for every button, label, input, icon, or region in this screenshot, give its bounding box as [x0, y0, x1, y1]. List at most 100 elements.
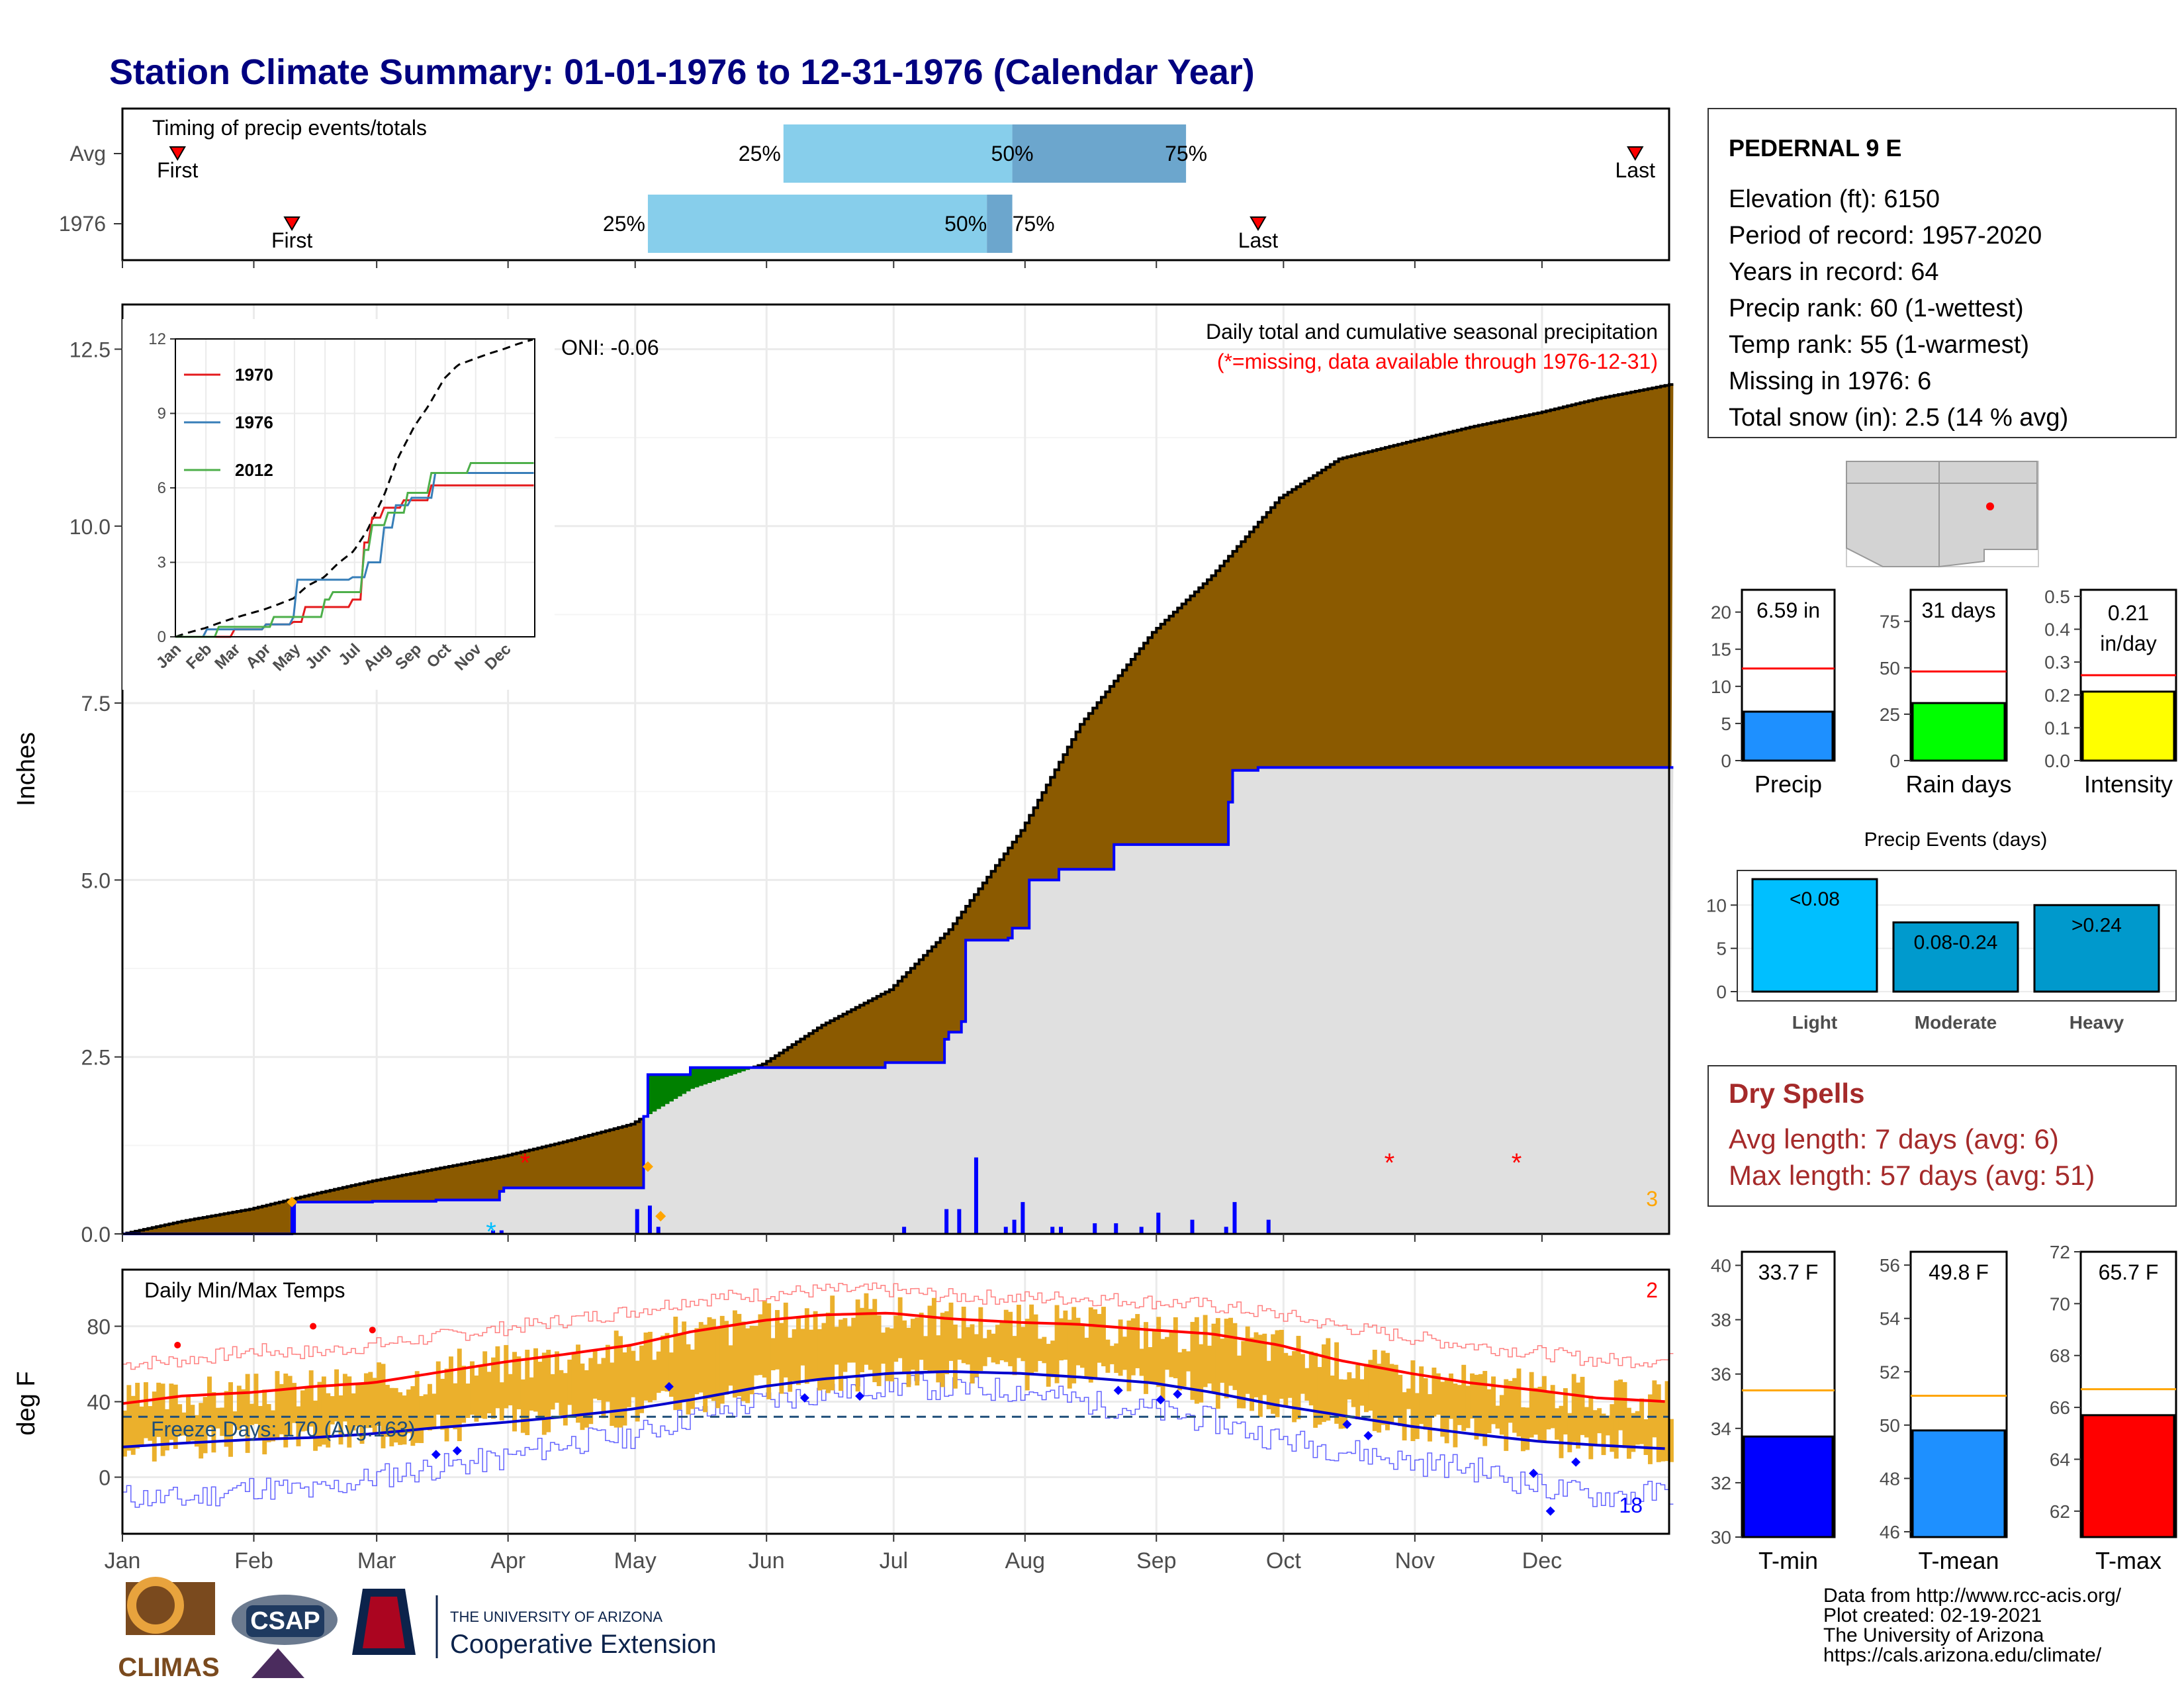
daily-temp-bar	[571, 1354, 576, 1418]
daily-temp-bar	[393, 1387, 398, 1443]
record-low-marker	[1529, 1468, 1539, 1478]
dry-spells-max: Max length: 57 days (avg: 51)	[1729, 1160, 2095, 1191]
daily-temp-bar	[1250, 1337, 1255, 1411]
ua-line2: Cooperative Extension	[450, 1630, 716, 1659]
events-y-tick-label: 5	[1716, 939, 1727, 959]
daily-temp-bar	[876, 1315, 882, 1386]
daily-temp-bar	[257, 1405, 263, 1440]
daily-temp-bar	[1296, 1336, 1301, 1420]
map-new-mexico	[1938, 461, 2038, 568]
daily-temp-bar	[910, 1319, 915, 1370]
daily-temp-bar	[1432, 1367, 1437, 1417]
daily-temp-bar	[453, 1383, 458, 1430]
daily-temp-bar	[135, 1382, 140, 1449]
precip-value-bar	[1743, 710, 1834, 762]
daily-temp-bar	[368, 1372, 373, 1429]
dry-spells-box	[1707, 1065, 2177, 1207]
daily-temp-bar	[525, 1349, 530, 1435]
intensity-tick-label: 0.1	[2044, 718, 2070, 738]
daily-temp-bar	[152, 1391, 157, 1462]
daily-temp-bar	[474, 1375, 479, 1422]
above-average-area	[711, 1067, 716, 1082]
rain-days-label: Rain days	[1905, 771, 2011, 798]
events-bar-heavy	[2033, 904, 2160, 993]
events-bar-label: 0.08-0.24	[1914, 931, 1998, 953]
daily-temp-bar	[363, 1373, 369, 1429]
csap-logo-plate	[246, 1605, 324, 1637]
daily-temp-bar	[995, 1325, 1000, 1364]
station-name: PEDERNAL 9 E	[1729, 134, 1901, 162]
daily-temp-bar	[520, 1379, 525, 1433]
daily-temp-bar	[156, 1382, 161, 1437]
record-low-marker	[1156, 1395, 1165, 1405]
daily-temp-bar	[842, 1318, 848, 1372]
inset-frame	[175, 338, 535, 637]
daily-temp-bar	[232, 1411, 238, 1426]
daily-temp-bar	[741, 1321, 746, 1401]
events-category-label: Moderate	[1915, 1012, 1997, 1033]
daily-temp-bar	[1016, 1305, 1021, 1358]
above-average-area	[682, 1074, 687, 1094]
daily-temp-bar	[974, 1334, 979, 1378]
intensity-tick-label: 0.5	[2044, 586, 2070, 607]
daily-temp-bar	[839, 1319, 843, 1391]
above-average-area	[737, 1067, 742, 1073]
timing-last-marker	[1250, 216, 1267, 231]
daily-temp-bar	[1190, 1321, 1195, 1400]
daily-temp-bar	[555, 1351, 559, 1403]
daily-temp-bar	[236, 1385, 242, 1430]
daily-temp-bar	[796, 1318, 801, 1385]
station-info-line: Period of record: 1957-2020	[1729, 222, 2042, 250]
daily-temp-bar	[1165, 1336, 1169, 1370]
daily-temp-bar	[1457, 1385, 1462, 1425]
daily-temp-bar	[762, 1301, 767, 1378]
daily-precip-bar	[499, 1230, 504, 1234]
daily-precip-bar	[957, 1209, 962, 1234]
daily-temp-bar	[529, 1377, 534, 1411]
precip-events-chart: Precip Events (days) 0 5 10 <0.08 Light 0.08-0…	[1706, 829, 2177, 1033]
daily-temp-bar	[275, 1371, 280, 1439]
daily-temp-bar	[482, 1351, 488, 1419]
daily-precip-bar	[647, 1205, 652, 1234]
t-max-tick-label: 62	[2050, 1501, 2070, 1522]
timing-row-label: 1976	[59, 212, 106, 236]
t-min-tick-label: 38	[1711, 1310, 1731, 1331]
daily-temp-bar	[1351, 1378, 1356, 1407]
daily-temp-bar	[398, 1392, 403, 1445]
station-info-line: Temp rank: 55 (1-warmest)	[1729, 331, 2029, 359]
daily-temp-bar	[296, 1406, 301, 1446]
daily-temp-bar	[1008, 1311, 1013, 1366]
daily-temp-bar	[1334, 1342, 1340, 1424]
daily-temp-bar	[385, 1385, 390, 1437]
daily-temp-bar	[1474, 1374, 1479, 1440]
daily-precip-bar	[1139, 1227, 1144, 1234]
daily-temp-bar	[1622, 1382, 1627, 1448]
daily-temp-bar	[626, 1345, 631, 1407]
daily-temp-bar	[991, 1333, 996, 1363]
daily-temp-bar	[266, 1404, 271, 1442]
above-average-area	[686, 1074, 691, 1092]
daily-temp-bar	[262, 1389, 267, 1455]
precip-events-title: Precip Events (days)	[1864, 829, 2048, 851]
daily-temp-bar	[1359, 1379, 1365, 1406]
precip-y-tick-label: 7.5	[81, 692, 111, 716]
daily-temp-bar	[686, 1344, 691, 1415]
intensity-chart: 0.0 0.1 0.2 0.3 0.4 0.5 0.21 in/day Intensity	[2044, 586, 2177, 798]
daily-temp-bar	[766, 1303, 772, 1399]
daily-temp-bar	[533, 1348, 538, 1412]
month-axis-label: Mar	[357, 1548, 396, 1573]
daily-temp-bar	[576, 1344, 580, 1423]
daily-temp-bar	[1406, 1388, 1411, 1409]
daily-temp-bar	[1614, 1380, 1619, 1459]
daily-temp-bar	[457, 1348, 462, 1442]
year-cumulative-line	[122, 766, 1674, 1235]
daily-temp-bar	[1533, 1387, 1539, 1435]
daily-temp-bar	[817, 1329, 822, 1391]
rain-days-tick-label: 50	[1880, 658, 1900, 679]
daily-temp-bar	[1059, 1318, 1064, 1361]
timing-last-label: Last	[1615, 158, 1656, 182]
t-min-tick-label: 36	[1711, 1364, 1731, 1385]
daily-temp-bar	[1389, 1364, 1394, 1423]
daily-temp-bar	[1504, 1379, 1509, 1451]
daily-temp-bar	[338, 1395, 343, 1445]
